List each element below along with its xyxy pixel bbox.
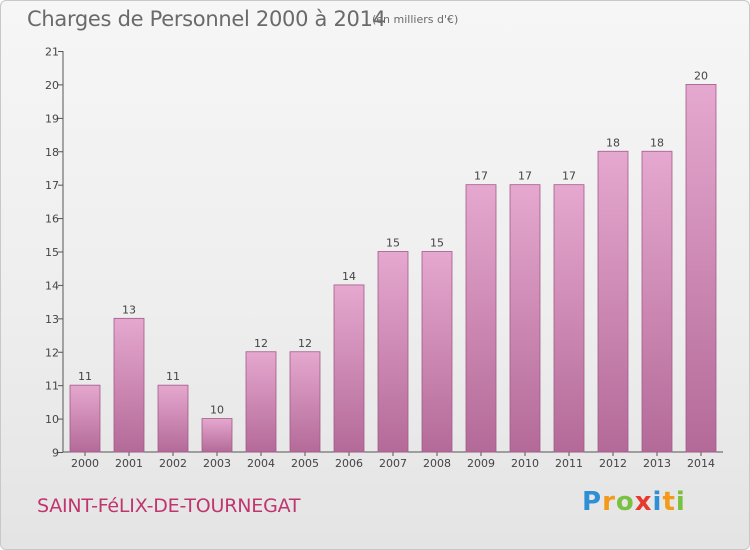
data-label: 15	[430, 237, 444, 250]
data-label: 17	[474, 170, 488, 183]
y-tick-label: 20	[45, 79, 59, 92]
bar-2003	[201, 418, 233, 453]
y-tick-label: 19	[45, 112, 59, 125]
bar-2004	[245, 351, 277, 453]
y-tick-label: 12	[45, 346, 59, 359]
y-tick-label: 11	[45, 380, 59, 393]
x-tick-label: 2002	[159, 457, 187, 470]
x-tick-label: 2001	[115, 457, 143, 470]
y-tick-label: 9	[52, 447, 59, 460]
x-tick-label: 2007	[379, 457, 407, 470]
bar-2002	[157, 384, 189, 453]
data-label: 10	[210, 404, 224, 417]
y-tick-label: 14	[45, 279, 59, 292]
data-label: 14	[342, 270, 356, 283]
bar-2009	[465, 184, 497, 453]
data-label: 15	[386, 237, 400, 250]
data-label: 11	[78, 370, 92, 383]
x-tick-label: 2010	[511, 457, 539, 470]
x-tick-label: 2000	[71, 457, 99, 470]
x-tick-label: 2008	[423, 457, 451, 470]
bar-2013	[641, 150, 673, 453]
bar-2010	[509, 184, 541, 453]
y-tick-label: 17	[45, 179, 59, 192]
commune-name: SAINT-FéLIX-DE-TOURNEGAT	[37, 495, 301, 517]
y-tick-label: 10	[45, 413, 59, 426]
data-label: 12	[298, 337, 312, 350]
data-label: 18	[650, 136, 664, 149]
proxiti-logo[interactable]: Proxiti	[582, 487, 686, 517]
bar-2012	[597, 150, 629, 453]
bar-2000	[69, 384, 101, 453]
bar-2007	[377, 251, 409, 453]
y-tick-label: 21	[45, 46, 59, 59]
x-tick-label: 2003	[203, 457, 231, 470]
x-tick-label: 2014	[687, 457, 715, 470]
bar-2005	[289, 351, 321, 453]
x-tick-label: 2013	[643, 457, 671, 470]
bar-2011	[553, 184, 585, 453]
y-tick-label: 16	[45, 213, 59, 226]
x-tick-label: 2011	[555, 457, 583, 470]
x-tick-label: 2012	[599, 457, 627, 470]
data-label: 18	[606, 136, 620, 149]
y-tick-label: 13	[45, 313, 59, 326]
data-label: 17	[518, 170, 532, 183]
data-label: 20	[694, 69, 708, 82]
data-label: 11	[166, 370, 180, 383]
bar-2008	[421, 251, 453, 453]
x-tick-label: 2005	[291, 457, 319, 470]
x-tick-label: 2004	[247, 457, 275, 470]
data-label: 17	[562, 170, 576, 183]
bar-2001	[113, 317, 145, 453]
x-tick-label: 2006	[335, 457, 363, 470]
data-label: 13	[122, 303, 136, 316]
x-tick-label: 2009	[467, 457, 495, 470]
chart-title: Charges de Personnel 2000 à 2014	[27, 7, 386, 31]
y-tick-label: 15	[45, 246, 59, 259]
chart-unit: (en milliers d'€)	[372, 13, 459, 26]
data-label: 12	[254, 337, 268, 350]
bar-2006	[333, 284, 365, 453]
bar-2014	[685, 84, 717, 453]
y-tick-label: 18	[45, 146, 59, 159]
